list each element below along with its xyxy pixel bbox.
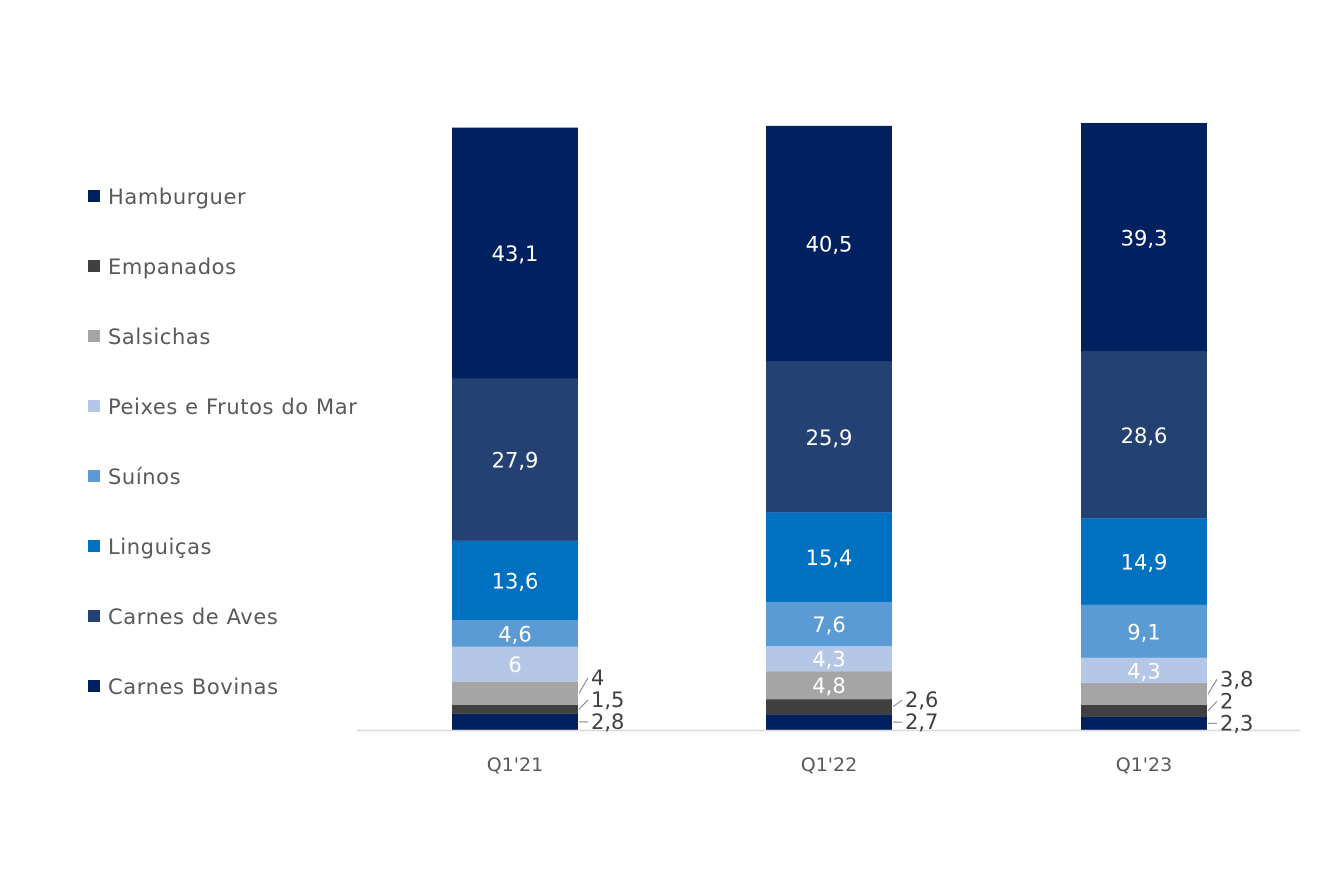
bar-segment-7-0	[452, 127, 578, 379]
data-label: 40,5	[806, 233, 853, 257]
bar-segment-2-1	[766, 671, 892, 700]
data-label: 1,5	[591, 688, 624, 712]
data-label: 2,7	[905, 710, 938, 734]
data-label: 13,6	[492, 569, 539, 593]
legend-label: Carnes de Aves	[108, 605, 278, 629]
bar-segment-4-2	[1081, 604, 1207, 658]
bar-segment-5-1	[766, 512, 892, 602]
legend-label: Carnes Bovinas	[108, 675, 279, 699]
legend: Hamburguer Empanados Salsichas Peixes e Fru…	[88, 185, 357, 699]
bar-segment-2-2	[1081, 682, 1207, 705]
bar-segment-4-0	[452, 620, 578, 647]
leader-line	[578, 699, 589, 710]
legend-label: Peixes e Frutos do Mar	[108, 395, 357, 419]
bar-segment-6-2	[1081, 351, 1207, 519]
bar-segment-3-1	[766, 646, 892, 672]
bar-segment-5-2	[1081, 518, 1207, 605]
data-label: 2,8	[591, 710, 624, 734]
bar-segment-0-2	[1081, 716, 1207, 730]
bar-segment-7-2	[1081, 122, 1207, 352]
legend-label: Linguiças	[108, 535, 212, 559]
bar-segment-0-0	[452, 713, 578, 730]
legend-item: Linguiças	[88, 535, 212, 559]
x-tick-label: Q1'22	[801, 754, 857, 776]
legend-swatch	[88, 610, 100, 622]
data-label: 25,9	[806, 426, 853, 450]
legend-label: Empanados	[108, 255, 237, 279]
bar-segment-1-1	[766, 699, 892, 715]
bar-segment-2-0	[452, 681, 578, 705]
data-label: 4,8	[812, 674, 845, 698]
legend-item: Carnes de Aves	[88, 605, 278, 629]
x-tick-label: Q1'21	[487, 754, 543, 776]
legend-item: Hamburguer	[88, 185, 246, 209]
leader-line	[1207, 679, 1218, 695]
data-label: 6	[508, 653, 521, 677]
legend-swatch	[88, 400, 100, 412]
data-label: 2,3	[1220, 711, 1253, 735]
data-label: 4,6	[498, 622, 531, 646]
bar-segment-1-0	[452, 704, 578, 714]
legend-item: Peixes e Frutos do Mar	[88, 395, 357, 419]
bar-segment-3-0	[452, 646, 578, 682]
leader-line	[578, 677, 589, 694]
data-label: 4,3	[1127, 659, 1160, 683]
legend-swatch	[88, 260, 100, 272]
leader-line	[892, 699, 903, 708]
legend-label: Hamburguer	[108, 185, 246, 209]
data-label: 9,1	[1127, 620, 1160, 644]
data-label: 39,3	[1121, 226, 1168, 250]
data-label: 4	[591, 666, 604, 690]
data-label: 2	[1220, 689, 1233, 713]
bar-segment-6-1	[766, 361, 892, 513]
x-axis-ticks: Q1'21 Q1'22 Q1'23	[487, 754, 1172, 776]
bars	[452, 122, 1207, 730]
data-label: 7,6	[812, 613, 845, 637]
legend-item: Suínos	[88, 465, 181, 489]
data-label: 15,4	[806, 546, 853, 570]
data-label: 27,9	[492, 449, 539, 473]
bar-segment-7-1	[766, 125, 892, 362]
bar-segment-1-2	[1081, 704, 1207, 717]
legend-item: Empanados	[88, 255, 237, 279]
data-label: 3,8	[1220, 667, 1253, 691]
data-label: 4,3	[812, 648, 845, 672]
data-label: 28,6	[1121, 424, 1168, 448]
legend-swatch	[88, 330, 100, 342]
legend-item: Salsichas	[88, 325, 211, 349]
legend-swatch	[88, 540, 100, 552]
bar-segment-0-1	[766, 714, 892, 730]
data-labels: 2,81,5464,613,627,943,12,72,64,84,37,615…	[492, 226, 1254, 735]
data-label: 14,9	[1121, 551, 1168, 575]
legend-swatch	[88, 680, 100, 692]
leader-line	[1207, 700, 1218, 712]
bar-segment-6-0	[452, 378, 578, 541]
legend-label: Suínos	[108, 465, 181, 489]
legend-label: Salsichas	[108, 325, 211, 349]
legend-swatch	[88, 190, 100, 202]
data-label: 43,1	[492, 242, 539, 266]
legend-swatch	[88, 470, 100, 482]
bar-segment-3-2	[1081, 657, 1207, 683]
data-label: 2,6	[905, 688, 938, 712]
bar-segment-4-1	[766, 601, 892, 647]
legend-item: Carnes Bovinas	[88, 675, 279, 699]
x-tick-label: Q1'23	[1116, 754, 1172, 776]
bar-segment-5-0	[452, 540, 578, 621]
